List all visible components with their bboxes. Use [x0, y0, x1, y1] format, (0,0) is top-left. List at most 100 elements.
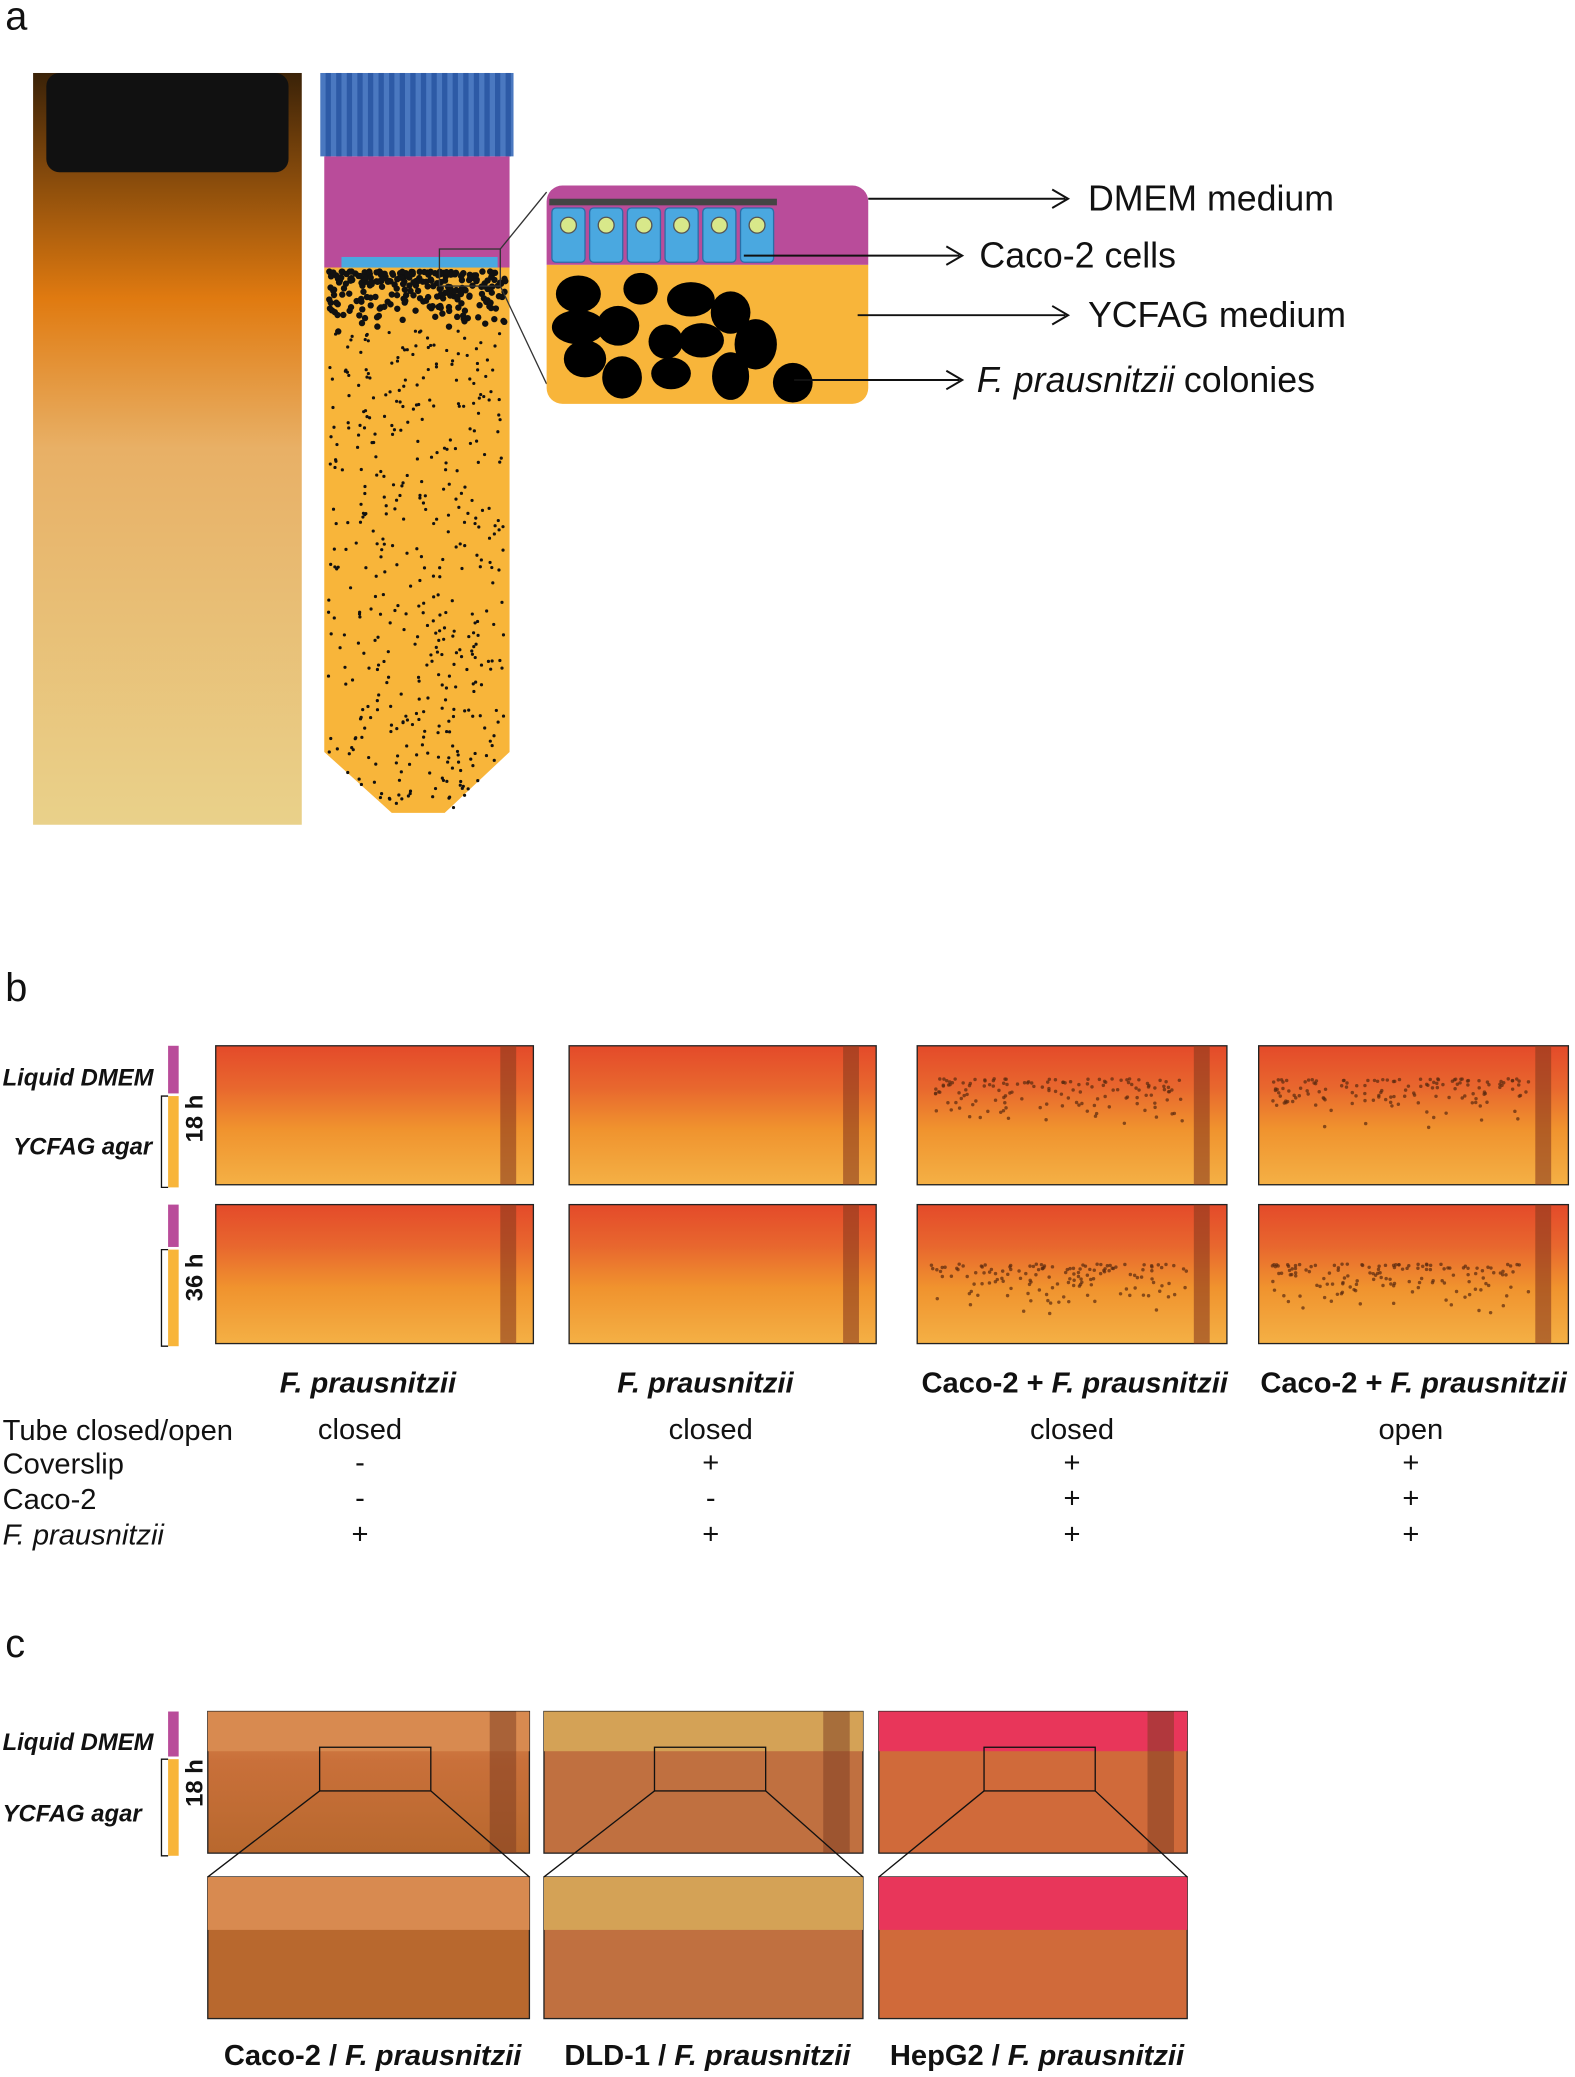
colony-speck: [1473, 1287, 1478, 1291]
colony-dot: [400, 797, 404, 801]
nucleus: [635, 216, 653, 234]
colony-dot: [388, 797, 392, 801]
colony-dot: [359, 782, 364, 787]
colony-dot: [497, 568, 501, 572]
colony-dot: [470, 652, 475, 656]
colony-speck: [1329, 1299, 1334, 1303]
colony-speck: [959, 1096, 963, 1101]
colony-dot: [419, 329, 423, 333]
colony-dot: [388, 621, 392, 625]
colony-speck: [1441, 1082, 1445, 1087]
colony-speck: [1501, 1269, 1505, 1274]
colony-speck: [949, 1108, 953, 1112]
colony-speck: [1047, 1088, 1051, 1093]
colony-dot: [473, 621, 477, 625]
colony-speck: [1340, 1290, 1345, 1295]
colony-dot: [358, 520, 363, 524]
coverslip: [549, 198, 777, 206]
colony-speck: [1303, 1080, 1307, 1084]
colony-speck: [1125, 1095, 1130, 1099]
colony-dot: [381, 537, 385, 541]
colony-speck: [1435, 1081, 1439, 1086]
colony-speck: [1442, 1281, 1447, 1285]
colony-dot: [402, 297, 409, 305]
top-band: [207, 1711, 530, 1752]
colony-dot: [374, 278, 381, 285]
colony-dot: [346, 345, 350, 349]
stripe: [452, 72, 458, 157]
colony-dot: [458, 648, 462, 652]
colony-dot: [468, 427, 472, 431]
colony-dot: [373, 432, 377, 436]
colony-speck: [1024, 1271, 1028, 1276]
colony-dot: [422, 710, 426, 714]
colony-speck: [1107, 1105, 1112, 1109]
colony-dot: [432, 521, 436, 526]
colony-dot: [473, 655, 477, 660]
colony-dot: [395, 399, 399, 403]
colony-dot: [429, 455, 434, 459]
stripe: [463, 72, 469, 157]
colony-speck: [967, 1291, 972, 1296]
colony-speck: [1406, 1084, 1411, 1088]
colony-speck: [1376, 1267, 1381, 1272]
colony-dot: [386, 675, 391, 679]
colony-dot: [435, 517, 439, 521]
colony-speck: [968, 1081, 973, 1086]
colony-dot: [378, 270, 386, 277]
species: F. prausnitzii: [1390, 1368, 1567, 1400]
colony-speck: [935, 1268, 939, 1272]
colony-speck: [1381, 1077, 1385, 1082]
colony-speck: [1513, 1109, 1517, 1114]
colony-dot: [409, 270, 416, 278]
colony-dot: [396, 603, 400, 608]
colony-dot: [492, 734, 496, 738]
colony-dot: [438, 629, 442, 633]
colony-dot: [459, 491, 464, 495]
colony-speck: [1440, 1278, 1444, 1283]
colony: [734, 319, 777, 370]
colony-dot: [432, 595, 436, 599]
panel-label: c: [5, 1622, 25, 1666]
colony-speck: [1102, 1079, 1107, 1084]
colony-speck: [1029, 1299, 1033, 1303]
zoom-line: [499, 191, 548, 250]
colony-speck: [1506, 1077, 1510, 1081]
colony-speck: [1072, 1272, 1076, 1276]
colony-dot: [363, 726, 367, 730]
colony-dot: [403, 348, 407, 352]
colony-dot: [482, 394, 486, 399]
colony: [555, 275, 601, 313]
colony-dot: [423, 729, 427, 733]
caption: F. prausnitzii: [617, 1368, 794, 1400]
caption: Caco-2 /F. prausnitzii: [224, 2040, 522, 2072]
colony-dot: [373, 594, 378, 599]
colony-speck: [943, 1265, 947, 1269]
colony-dot: [399, 692, 403, 696]
colony-speck: [1077, 1103, 1081, 1107]
stripe: [399, 72, 405, 157]
colony-speck: [1419, 1084, 1423, 1089]
colony-speck: [1005, 1082, 1009, 1087]
colony-dot: [374, 762, 378, 766]
colony-dot: [451, 744, 455, 748]
colony-speck: [1162, 1087, 1167, 1092]
colony-dot: [350, 678, 355, 682]
layer-label: YCFAG agar: [13, 1133, 154, 1160]
label: +: [702, 1447, 719, 1479]
colony-dot: [415, 457, 419, 461]
colony-dot: [456, 760, 461, 764]
colony-dot: [487, 506, 491, 510]
colony-speck: [954, 1100, 958, 1105]
colony-speck: [1118, 1292, 1123, 1296]
tube-wall: [843, 1045, 859, 1185]
colony-speck: [1345, 1262, 1350, 1266]
colony-dot: [384, 504, 388, 508]
colony-dot: [384, 512, 388, 516]
colony-dot: [377, 693, 381, 697]
panel-b: b Liquid DMEM YCFAG agar 18 h 36 h F. pr…: [3, 966, 1570, 1552]
photo: [916, 1045, 1228, 1186]
colony-dot: [373, 269, 380, 276]
colony-dot: [430, 659, 434, 663]
colony-dot: [423, 494, 427, 498]
